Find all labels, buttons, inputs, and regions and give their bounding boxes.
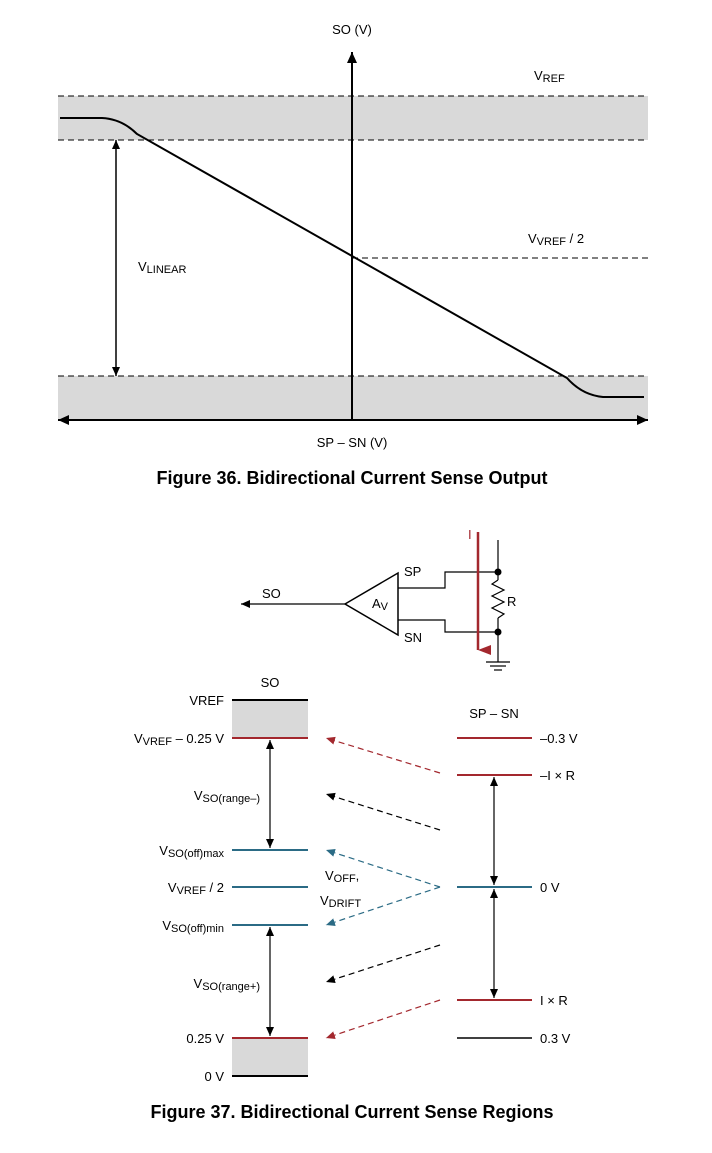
sn-node	[494, 628, 502, 636]
sp-wire	[398, 571, 498, 589]
pos-03-label: 0.3 V	[540, 1031, 571, 1046]
mapping-arrow-black	[325, 944, 441, 984]
range-neg-label: VSO(range–)	[194, 788, 260, 805]
y-axis-label: SO (V)	[332, 22, 372, 37]
off-max-label: VSO(off)max	[159, 843, 224, 860]
vlinear-label: VLINEAR	[138, 259, 186, 276]
so-output-label: SO	[262, 586, 281, 601]
x-axis-label: SP – SN (V)	[317, 435, 388, 450]
sp-node	[494, 568, 502, 576]
sn-label: SN	[404, 630, 422, 645]
mapping-arrow-teal	[325, 886, 441, 926]
vdrift-label: VDRIFT	[320, 893, 361, 910]
lower-headroom-band	[232, 1038, 308, 1076]
off-min-label: VSO(off)min	[162, 918, 224, 935]
neg-03-label: –0.3 V	[540, 731, 578, 746]
vref-half-level-label: VVREF / 2	[168, 880, 224, 897]
level-025-label: 0.25 V	[186, 1031, 224, 1046]
range-pos-label: VSO(range+)	[194, 976, 260, 993]
sense-resistor	[490, 579, 506, 619]
level-0-label: 0 V	[204, 1069, 224, 1084]
figure-36-caption: Figure 36. Bidirectional Current Sense O…	[156, 468, 547, 488]
mapping-arrow-black	[325, 792, 441, 831]
figure-37-caption: Figure 37. Bidirectional Current Sense R…	[150, 1102, 553, 1122]
amplifier-symbol	[343, 571, 399, 637]
zero-label: 0 V	[540, 880, 560, 895]
voff-label: VOFF,	[325, 868, 359, 885]
pos-ir-label: I × R	[540, 993, 568, 1008]
spsn-column-header: SP – SN	[469, 706, 519, 721]
vref-level-label: VREF	[189, 693, 224, 708]
mapping-arrow-red	[325, 736, 441, 774]
figure-37: SO SP – SN VREF VVREF – 0.25 V VSO(range…	[134, 675, 578, 1122]
so-column-header: SO	[261, 675, 280, 690]
sense-circuit: AV SO SP SN R I	[241, 527, 516, 671]
vref-minus-label: VVREF – 0.25 V	[134, 731, 224, 748]
vref-half-label: VVREF / 2	[528, 231, 584, 248]
output-curve	[60, 117, 644, 398]
sp-label: SP	[404, 564, 421, 579]
amplifier-gain-label: AV	[372, 596, 389, 613]
resistor-label: R	[507, 594, 516, 609]
vref-label: VREF	[534, 68, 565, 85]
mapping-arrow-red	[325, 999, 441, 1039]
neg-ir-label: –I × R	[540, 768, 575, 783]
figure-36: SO (V) SP – SN (V) VREF VVREF / 2 VLINEA…	[58, 22, 648, 488]
current-label: I	[468, 527, 472, 542]
sn-wire	[398, 619, 498, 633]
upper-headroom-band	[232, 700, 308, 738]
